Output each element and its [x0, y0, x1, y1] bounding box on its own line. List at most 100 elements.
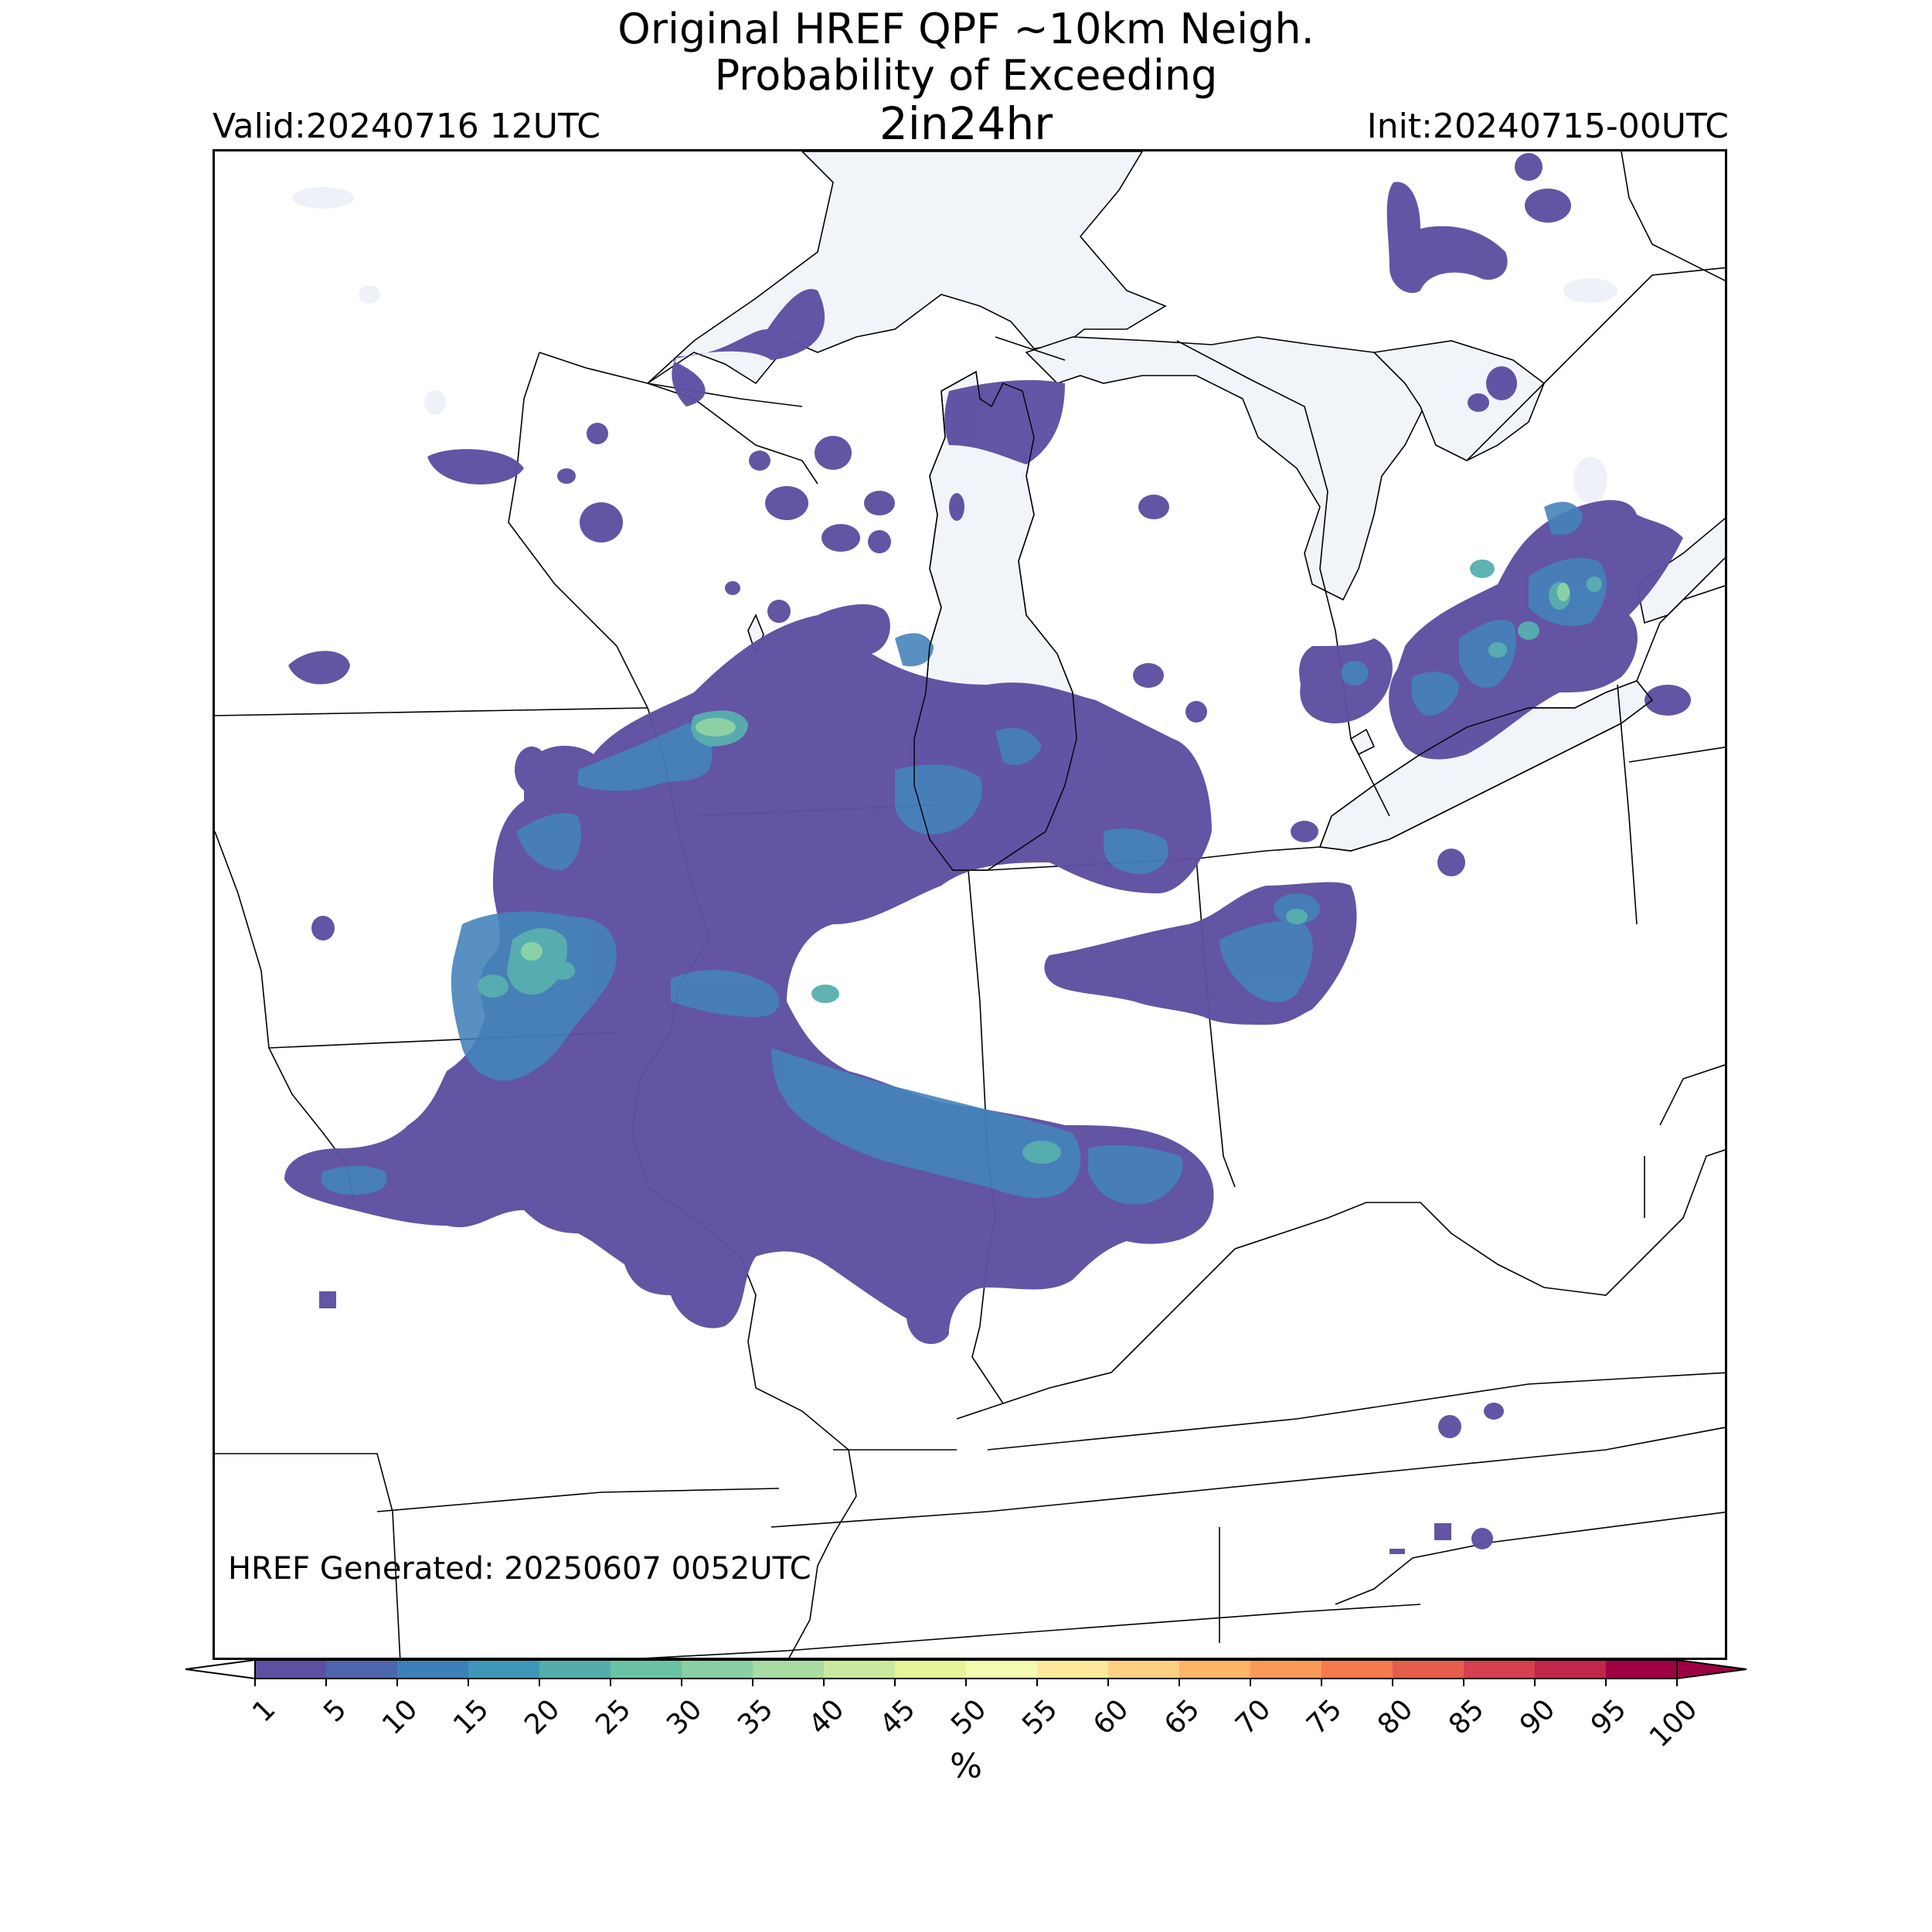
- init-time-label: Init:20240715-00UTC: [1366, 107, 1729, 146]
- prob-area: [478, 975, 509, 998]
- prob-area: [815, 436, 852, 470]
- colorbar-extend-high: [1676, 1660, 1747, 1680]
- prob-area: [1525, 189, 1571, 223]
- prob-area: [1386, 182, 1508, 294]
- colorbar-cell: [753, 1660, 825, 1679]
- prob-area: [578, 723, 713, 791]
- lake-huron: [1025, 336, 1437, 601]
- prob-area: [1437, 849, 1465, 876]
- prob-area: [515, 747, 549, 793]
- colorbar-cell: [682, 1660, 753, 1679]
- colorbar: 1 5 10 15 20 25 30 35 40 45 50 55 60 65 70 75 80 85 90 95 10…: [185, 1660, 1747, 1753]
- prob-area: [1544, 502, 1583, 536]
- colorbar-tick-label: 100: [1644, 1693, 1704, 1753]
- prob-area: [319, 1291, 336, 1308]
- colorbar-tick-label: 45: [874, 1693, 921, 1740]
- colorbar-cell: [326, 1660, 398, 1679]
- colorbar-tick-label: 5: [318, 1693, 352, 1728]
- colorbar-tick-label: 75: [1301, 1693, 1348, 1740]
- colorbar-tick-label: 25: [590, 1693, 637, 1740]
- lake-nipissing: [1563, 278, 1617, 303]
- prob-area: [1587, 577, 1602, 592]
- colorbar-cell: [1108, 1660, 1180, 1679]
- lake-leech: [359, 285, 380, 304]
- prob-area: [1557, 583, 1570, 601]
- colorbar-tick-label: 65: [1158, 1693, 1206, 1740]
- colorbar-cell: [1393, 1660, 1464, 1679]
- lake-ontario: [1636, 517, 1725, 624]
- prob-area: [771, 1048, 1081, 1199]
- prob-area: [1088, 1145, 1183, 1205]
- colorbar-cell: [824, 1660, 896, 1679]
- prob-area: [587, 423, 608, 444]
- prob-area: [1185, 701, 1207, 723]
- title-line-2: Probability of Exceeding: [714, 51, 1218, 100]
- prob-area: [767, 600, 791, 623]
- prob-area: [995, 728, 1042, 765]
- prob-area: [671, 289, 825, 406]
- colorbar-cell: [611, 1660, 682, 1679]
- colorbar-tick-label: 15: [447, 1693, 495, 1740]
- colorbar-tick-label: 85: [1443, 1693, 1490, 1740]
- prob-area: [895, 633, 934, 667]
- map-panel: HREF Generated: 20250607 0052UTC: [213, 149, 1727, 1660]
- prob-area: [1022, 1141, 1061, 1164]
- prob-area: [1518, 621, 1539, 640]
- prob-area: [868, 530, 891, 553]
- prob-area: [944, 379, 1065, 464]
- probability-shading: [284, 153, 1691, 1554]
- colorbar-tick-label: 30: [661, 1693, 708, 1740]
- prob-area: [1470, 560, 1495, 578]
- prob-area: [864, 491, 895, 515]
- colorbar-cell: [1179, 1660, 1251, 1679]
- colorbar-ticks: 1 5 10 15 20 25 30 35 40 45 50 55 60 65 70 75 80 85 90 95 10…: [247, 1679, 1703, 1753]
- colorbar-tick-label: 55: [1016, 1693, 1063, 1740]
- prob-area: [321, 1165, 387, 1195]
- prob-area: [311, 916, 335, 940]
- lake-simcoe: [1573, 457, 1607, 503]
- colorbar-tick-label: 35: [732, 1693, 779, 1740]
- prob-area: [1488, 642, 1507, 658]
- lake-st-clair: [1349, 728, 1376, 756]
- colorbar-tick-label: 80: [1372, 1693, 1419, 1740]
- prob-area: [1133, 663, 1164, 688]
- prob-area: [516, 813, 581, 870]
- colorbar-extend-low: [185, 1660, 256, 1680]
- lake-mille-lacs: [424, 390, 446, 415]
- prob-area: [895, 764, 982, 835]
- probability-map: [215, 151, 1725, 1658]
- prob-area: [507, 928, 567, 995]
- inland-lakes: [292, 187, 1617, 503]
- colorbar-cell: [1535, 1660, 1607, 1679]
- title-threshold: 2in24hr: [879, 97, 1053, 150]
- prob-area: [1219, 921, 1313, 1002]
- prob-area: [1645, 685, 1691, 716]
- prob-area: [1515, 153, 1543, 181]
- colorbar-tick-label: 10: [376, 1693, 423, 1740]
- colorbar-cell: [397, 1660, 469, 1679]
- colorbar-cell: [895, 1660, 967, 1679]
- colorbar-cells: [255, 1660, 1678, 1679]
- prob-area: [1468, 393, 1489, 412]
- prob-area: [557, 468, 576, 484]
- prob-area: [550, 961, 575, 980]
- colorbar-cell: [468, 1660, 540, 1679]
- colorbar-tick-label: 90: [1514, 1693, 1561, 1740]
- title-line-1: Original HREF QPF ~10km Neigh.: [617, 5, 1315, 53]
- colorbar-cell: [255, 1660, 327, 1679]
- colorbar-tick-label: 40: [803, 1693, 850, 1740]
- prob-area: [1471, 1528, 1493, 1549]
- colorbar-cell: [966, 1660, 1038, 1679]
- coastlines: [913, 370, 1653, 871]
- prob-area: [725, 581, 740, 595]
- prob-area: [1411, 672, 1459, 716]
- colorbar-unit-label: %: [950, 1747, 982, 1786]
- colorbar-cell: [1037, 1660, 1109, 1679]
- valid-time-label: Valid:20240716 12UTC: [213, 107, 601, 146]
- colorbar-tick-label: 20: [519, 1693, 566, 1740]
- prob-area: [1438, 1415, 1461, 1438]
- prob-area: [427, 449, 524, 485]
- colorbar-tick-label: 60: [1087, 1693, 1134, 1740]
- prob-area: [1291, 821, 1318, 842]
- prob-area: [1341, 661, 1369, 685]
